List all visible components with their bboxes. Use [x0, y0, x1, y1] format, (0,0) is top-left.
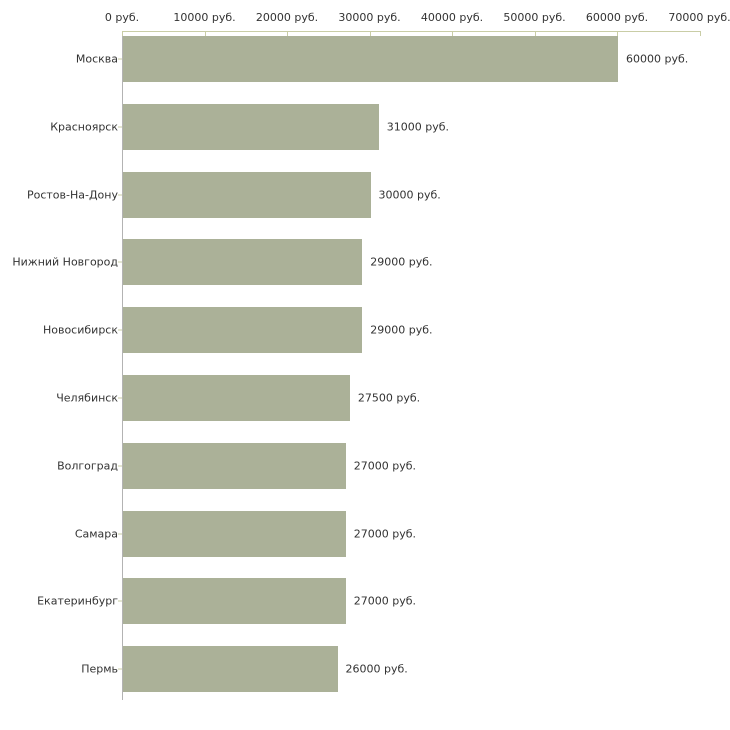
- bar: [123, 578, 346, 625]
- x-tick-mark: [287, 31, 288, 36]
- value-label: 27000 руб.: [353, 459, 417, 473]
- bar: [123, 307, 363, 354]
- category-label: Ростов-На-Дону: [26, 188, 118, 202]
- value-label: 31000 руб.: [386, 120, 450, 134]
- bar: [123, 510, 346, 557]
- category-label: Волгоград: [57, 459, 118, 473]
- value-label: 29000 руб.: [370, 323, 433, 337]
- value-label: 27000 руб.: [353, 527, 417, 541]
- x-tick-mark: [204, 31, 206, 36]
- category-label: Пермь: [81, 662, 118, 676]
- category-label: Москва: [75, 52, 118, 66]
- category-label: Екатеринбург: [37, 594, 118, 608]
- bar: [123, 646, 338, 693]
- y-tick-mark: [118, 261, 122, 263]
- y-tick-mark: [118, 533, 122, 535]
- bar: [123, 375, 350, 421]
- category-label: Челябинск: [56, 391, 118, 405]
- y-tick-mark: [118, 194, 122, 196]
- category-label: Самара: [74, 527, 118, 541]
- y-tick-mark: [118, 126, 122, 128]
- x-tick-label: 10000 руб.: [173, 11, 236, 24]
- y-tick-mark: [118, 465, 122, 467]
- x-axis-line: [122, 31, 700, 32]
- value-label: 27000 руб.: [353, 594, 417, 608]
- category-label: Новосибирск: [42, 323, 118, 337]
- x-tick-label: 50000 руб.: [503, 11, 566, 24]
- y-tick-mark: [118, 58, 122, 60]
- value-label: 26000 руб.: [345, 662, 408, 676]
- y-tick-mark: [118, 600, 122, 602]
- x-tick-mark: [699, 31, 701, 36]
- x-tick-mark: [534, 31, 536, 36]
- x-tick-label: 60000 руб.: [585, 11, 649, 24]
- x-tick-mark: [452, 31, 453, 36]
- x-tick-mark: [122, 31, 123, 36]
- y-axis-line: [122, 31, 123, 700]
- x-tick-mark: [369, 31, 371, 36]
- bar: [123, 103, 379, 150]
- value-label: 30000 руб.: [378, 188, 441, 202]
- bar: [123, 239, 363, 286]
- x-tick-label: 30000 руб.: [338, 11, 401, 24]
- y-tick-mark: [118, 668, 122, 670]
- value-label: 29000 руб.: [370, 255, 433, 269]
- x-tick-label: 0 руб.: [104, 11, 140, 24]
- value-label: 60000 руб.: [626, 52, 689, 66]
- x-tick-label: 20000 руб.: [255, 11, 319, 24]
- x-tick-mark: [617, 31, 618, 36]
- value-label: 27500 руб.: [357, 391, 421, 405]
- bar: [123, 442, 346, 489]
- y-tick-mark: [118, 397, 122, 399]
- bar: [123, 36, 618, 82]
- y-tick-mark: [118, 329, 122, 331]
- x-tick-label: 40000 руб.: [420, 11, 484, 24]
- bar: [123, 171, 371, 218]
- category-label: Нижний Новгород: [12, 255, 118, 269]
- category-label: Красноярск: [50, 120, 118, 134]
- x-tick-label: 70000 руб.: [668, 11, 730, 24]
